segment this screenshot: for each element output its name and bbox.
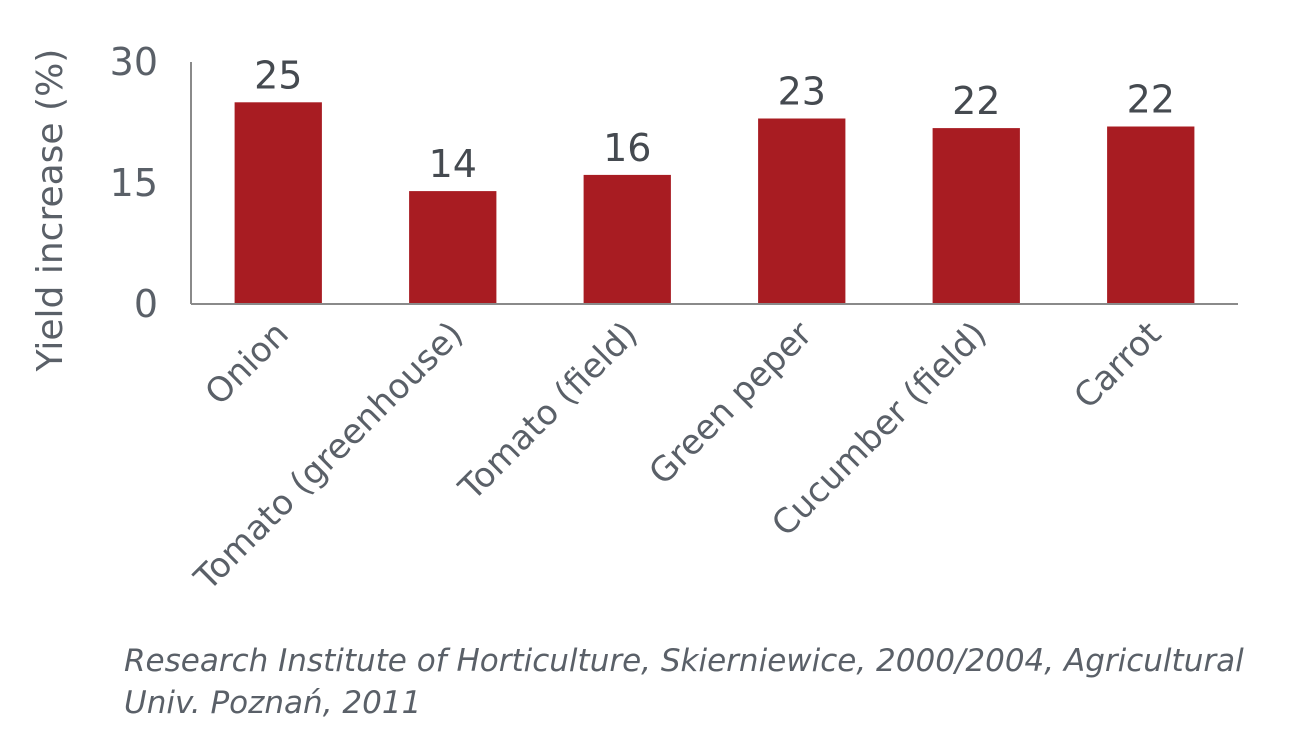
bar bbox=[932, 128, 1020, 304]
bar bbox=[1107, 126, 1195, 304]
bar-value-label: 22 bbox=[952, 79, 1000, 123]
bar bbox=[409, 191, 497, 304]
x-tick-label: Onion bbox=[198, 314, 297, 413]
bars-layer bbox=[234, 102, 1195, 304]
y-tick-label: 15 bbox=[110, 161, 158, 205]
bar bbox=[234, 102, 322, 304]
y-tick-label: 0 bbox=[134, 282, 158, 326]
bar-value-label: 23 bbox=[778, 70, 826, 114]
y-axis-title: Yield increase (%) bbox=[30, 49, 71, 373]
bar-chart: Yield increase (%) 25 14 16 23 22 22 0 15 30 On… bbox=[30, 40, 1238, 599]
bar bbox=[758, 118, 846, 304]
data-labels-layer: 25 14 16 23 22 22 bbox=[254, 53, 1175, 186]
bar bbox=[583, 174, 671, 304]
bar-value-label: 25 bbox=[254, 53, 302, 97]
y-ticks-layer: 0 15 30 bbox=[110, 40, 158, 326]
source-citation: Research Institute of Horticulture, Skie… bbox=[124, 643, 1244, 721]
x-tick-label: Tomato (field) bbox=[451, 314, 646, 509]
bar-value-label: 16 bbox=[603, 126, 651, 170]
bar-value-label: 22 bbox=[1127, 78, 1175, 122]
y-tick-label: 30 bbox=[110, 40, 158, 84]
bar-value-label: 14 bbox=[429, 142, 477, 186]
x-tick-label: Carrot bbox=[1066, 314, 1169, 417]
x-tick-label: Green peper bbox=[641, 314, 820, 493]
